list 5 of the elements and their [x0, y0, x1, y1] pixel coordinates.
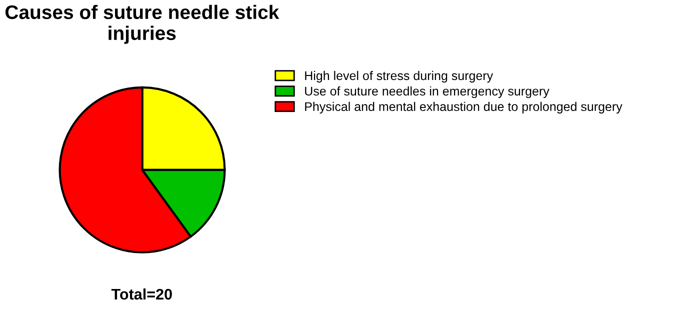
- text: Total=20: [111, 288, 172, 300]
- legend-label: Use of suture needles in emergency surgery: [305, 86, 550, 98]
- legend-label: Physical and mental exhaustion due to prolonged surgery: [305, 102, 622, 114]
- legend-label: High level of stress during surgery: [305, 70, 494, 83]
- chart-title: Causes of suture needle stick injuries: [5, 4, 280, 44]
